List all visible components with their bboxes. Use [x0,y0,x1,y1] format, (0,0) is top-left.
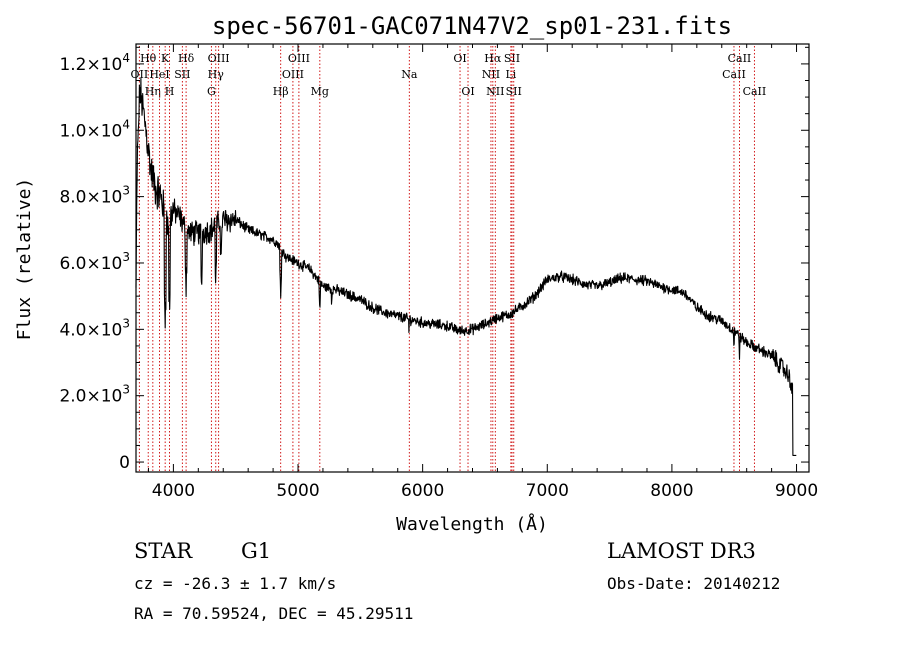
emission-line-label: OI [461,85,474,98]
emission-line-label: NII [482,68,500,81]
emission-line-label: Hδ [178,52,195,65]
object-subclass: G1 [241,539,272,563]
obs-date: Obs-Date: 20140212 [607,574,781,593]
emission-line-label: NII [486,85,504,98]
spectrum-series [135,77,797,456]
emission-line-label: Hβ [273,85,289,98]
emission-line-label: OI [453,52,466,65]
y-tick-label: 1.2×104 [59,51,130,75]
emission-line-label: OIII [288,52,310,65]
y-axis-label: Flux (relative) [14,178,35,341]
emission-line-label: H [165,85,175,98]
x-tick-label: 4000 [152,481,195,501]
emission-line-label: K [161,52,170,65]
y-tick-label: 6.0×103 [59,250,130,274]
x-tick-label: 6000 [401,481,444,501]
emission-line-label: OIII [208,52,230,65]
emission-line-label: CaII [728,52,752,65]
x-tick-label: 7000 [526,481,569,501]
chart-title: spec-56701-GAC071N47V2_sp01-231.fits [212,12,732,40]
emission-line-label: OIII [282,68,304,81]
y-tick-label: 2.0×103 [59,383,130,407]
emission-line-label: Hα [484,52,502,65]
emission-line-label: Hγ [208,68,225,81]
emission-line-label: SII [504,52,520,65]
x-tick-label: 8000 [650,481,693,501]
spectrum-line [135,77,797,456]
emission-line-label: CaII [722,68,746,81]
plot-frame [135,43,810,473]
redshift-text: cz = -26.3 ± 1.7 km/s [134,574,337,593]
emission-line-label: G [207,85,216,98]
emission-line-label: OII [131,68,149,81]
y-tick-label: 4.0×103 [59,316,130,340]
emission-line-label: Hη [145,85,161,98]
coordinates: RA = 70.59524, DEC = 45.29511 [134,604,414,623]
emission-line-label: Hθ [140,52,157,65]
x-axis-label: Wavelength (Å) [396,513,548,535]
emission-line-label: SII [506,85,522,98]
emission-line-label: SII [174,68,190,81]
y-axis-ticks: 0 2.0×103 4.0×103 6.0×103 8.0×103 1.0×104 1.2×… [59,46,809,473]
emission-line-markers: OII Hθ K Hη HeI H SII Hδ G Hγ OIII Hβ OIII OIII Mg Na OI… [131,46,767,472]
emission-line-label: Na [401,68,418,81]
survey-name: LAMOST DR3 [607,539,756,563]
x-axis-ticks: 4000 5000 6000 7000 8000 9000 [147,44,818,501]
x-tick-label: 9000 [775,481,818,501]
emission-line-label: HeI [149,68,169,81]
x-tick-label: 5000 [276,481,319,501]
y-tick-label: 8.0×103 [59,184,130,208]
emission-line-label: Li [505,68,516,81]
y-tick-label: 1.0×104 [59,117,130,141]
object-class: STAR [134,539,193,563]
emission-line-label: Mg [311,85,329,98]
emission-line-label: CaII [743,85,767,98]
y-tick-label: 0 [119,453,130,473]
